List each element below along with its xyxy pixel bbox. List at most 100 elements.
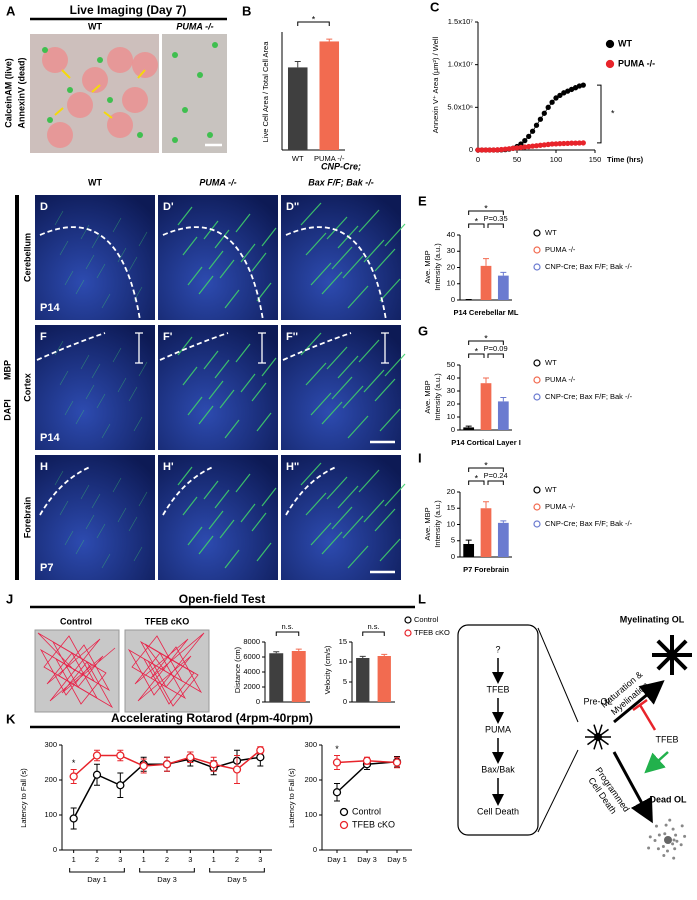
debris (673, 847, 677, 851)
fiber (198, 405, 214, 425)
y-tick-label: 0 (451, 295, 455, 304)
x-tick-label: 1 (72, 855, 76, 864)
legend-label: PUMA -/- (545, 375, 576, 384)
fiber (117, 507, 127, 523)
x-axis-label: P14 Cerebellar ML (453, 308, 518, 317)
fiber (379, 408, 401, 432)
boundary (285, 226, 387, 321)
fiber (321, 401, 343, 425)
legend-label: CNP-Cre; Bax F/F; Bak -/- (545, 392, 633, 401)
y-tick-label: 200 (304, 775, 317, 784)
fiber (235, 473, 251, 493)
significance-bracket (487, 480, 504, 485)
error-bar (483, 501, 489, 509)
y-tick-label: 40 (447, 373, 455, 382)
column-header: WT (88, 177, 102, 187)
boundary (285, 466, 337, 516)
data-point (232, 765, 242, 774)
debris (680, 824, 684, 828)
fiber (261, 227, 277, 247)
significance-bracket (468, 353, 485, 358)
fiber (138, 491, 148, 507)
x-tick-label: Day 3 (357, 855, 377, 864)
data-point (162, 760, 172, 769)
fiber (117, 247, 127, 263)
cell-body (594, 733, 602, 741)
x-tick-label: 3 (188, 855, 192, 864)
layer-bracket (258, 332, 266, 364)
data-point (116, 781, 125, 790)
arrow (54, 107, 64, 116)
live-cell (207, 132, 213, 138)
fiber (64, 530, 74, 546)
y-axis-label: Ave. MBP (423, 250, 432, 283)
y-tick-label: 6000 (243, 652, 260, 661)
y-axis-label: Intensity (a.u.) (433, 500, 442, 548)
layer-bracket (381, 332, 389, 364)
fiber (326, 476, 348, 500)
annotation: * (475, 216, 479, 226)
panel-letter: F (40, 331, 47, 343)
fiber (219, 389, 235, 409)
debris (657, 833, 661, 837)
data-point (553, 95, 559, 101)
legend-label: TFEB cKO (414, 628, 450, 637)
fiber (117, 377, 127, 393)
legend-label: WT (618, 38, 632, 48)
legend-label: PUMA -/- (545, 502, 576, 511)
fiber (240, 373, 256, 393)
fiber (133, 546, 143, 562)
fiber (358, 469, 380, 493)
fiber (96, 263, 106, 279)
age-label: P14 (40, 302, 60, 314)
fiber (128, 516, 138, 532)
bar (287, 67, 308, 150)
fiber (59, 500, 69, 516)
error-bar (294, 61, 301, 68)
fiber (75, 279, 85, 295)
annotation: * (475, 346, 479, 356)
legend-marker (533, 376, 541, 384)
fiber (80, 224, 90, 240)
fiber (224, 549, 240, 569)
annotation: P=0.09 (484, 344, 508, 353)
y-tick-label: 0 (451, 425, 455, 434)
data-point (256, 753, 265, 762)
live-cell (137, 132, 143, 138)
annotation: * (475, 473, 479, 483)
fiber (235, 213, 251, 233)
data-point (69, 814, 78, 823)
debris (662, 853, 666, 857)
y-tick-label: 15 (447, 503, 455, 512)
y-tick-label: 1.5x10⁷ (448, 17, 474, 26)
fiber (219, 259, 235, 279)
live-cell (212, 42, 218, 48)
boundary (162, 466, 214, 516)
x-tick-label: Day 1 (327, 855, 347, 864)
legend-label: PUMA -/- (618, 58, 655, 68)
debris (674, 833, 678, 837)
dead-cell-blob (67, 92, 93, 118)
column-header: WT (88, 21, 102, 31)
panel-letter: L (418, 591, 426, 606)
annotation: * (484, 460, 488, 470)
pathway-step: Bax/Bak (481, 764, 515, 774)
annotation: n.s. (281, 622, 293, 631)
legend-marker (605, 59, 615, 69)
pathway-step: PUMA (485, 724, 511, 734)
data-point (549, 99, 555, 105)
fiber (235, 343, 251, 363)
annotation: * (72, 758, 76, 768)
fiber (256, 412, 272, 432)
x-axis-label: Time (hrs) (607, 155, 644, 164)
legend-marker (533, 520, 541, 528)
x-axis-label: P7 Forebrain (463, 565, 509, 574)
x-tick-label: Day 5 (387, 855, 407, 864)
micrograph (281, 455, 401, 580)
annotation: * (611, 108, 615, 118)
legend-marker (533, 246, 541, 254)
panel-letter: H' (163, 461, 174, 473)
error-bar (500, 271, 507, 276)
fiber (342, 515, 364, 539)
annotation: P=0.35 (484, 214, 508, 223)
